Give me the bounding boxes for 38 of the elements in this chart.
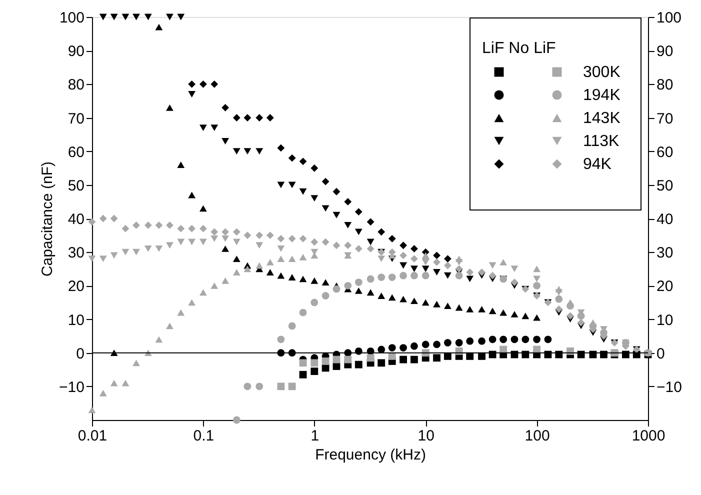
legend-label: 94K [583,156,612,173]
x-tick-label: 100 [524,428,550,444]
x-tick-label: 1 [310,428,320,444]
y2-tick-label: 50 [656,177,674,194]
x-tick-label: 0.01 [78,428,108,444]
y-tick-label: 100 [59,10,84,26]
x-tick-label: 10 [418,428,434,444]
y-tick-label: 30 [68,244,84,262]
y2-tick-label: 30 [656,244,674,262]
y-tick-label: −10 [59,378,84,396]
y-tick-label: 70 [68,110,84,128]
y2-tick-label: 80 [656,76,674,94]
y2-tick-label: 40 [656,211,674,228]
y-tick-label: 50 [68,177,84,194]
y-tick-label: 10 [68,312,84,329]
y2-tick-label: 70 [656,110,674,128]
legend-label: 113K [583,133,620,150]
x-tick-label: 0.1 [193,428,214,444]
y-axis-title: Capacitance (nF) [39,161,56,277]
y2-tick-label: 10 [656,312,674,329]
y-tick-label: 20 [68,278,84,296]
x-tick-label: 1000 [632,428,666,444]
y2-tick-label: 100 [656,10,682,26]
legend-label: 194K [583,87,621,104]
x-axis-title: Frequency (kHz) [315,446,426,464]
y2-tick-label: −10 [656,378,682,396]
legend-label: 300K [583,64,621,81]
y-tick-label: 0 [76,345,84,362]
legend-label: 143K [583,110,621,127]
y-tick-label: 60 [68,144,84,161]
y2-tick-label: 0 [656,345,665,362]
y2-tick-label: 60 [656,144,674,161]
y2-tick-label: 20 [656,278,674,296]
y2-tick-label: 90 [656,43,674,60]
legend-title: LiF No LiF [482,40,556,57]
y-tick-label: 90 [68,43,84,60]
y-tick-label: 80 [68,76,84,94]
y-tick-label: 40 [68,211,84,228]
